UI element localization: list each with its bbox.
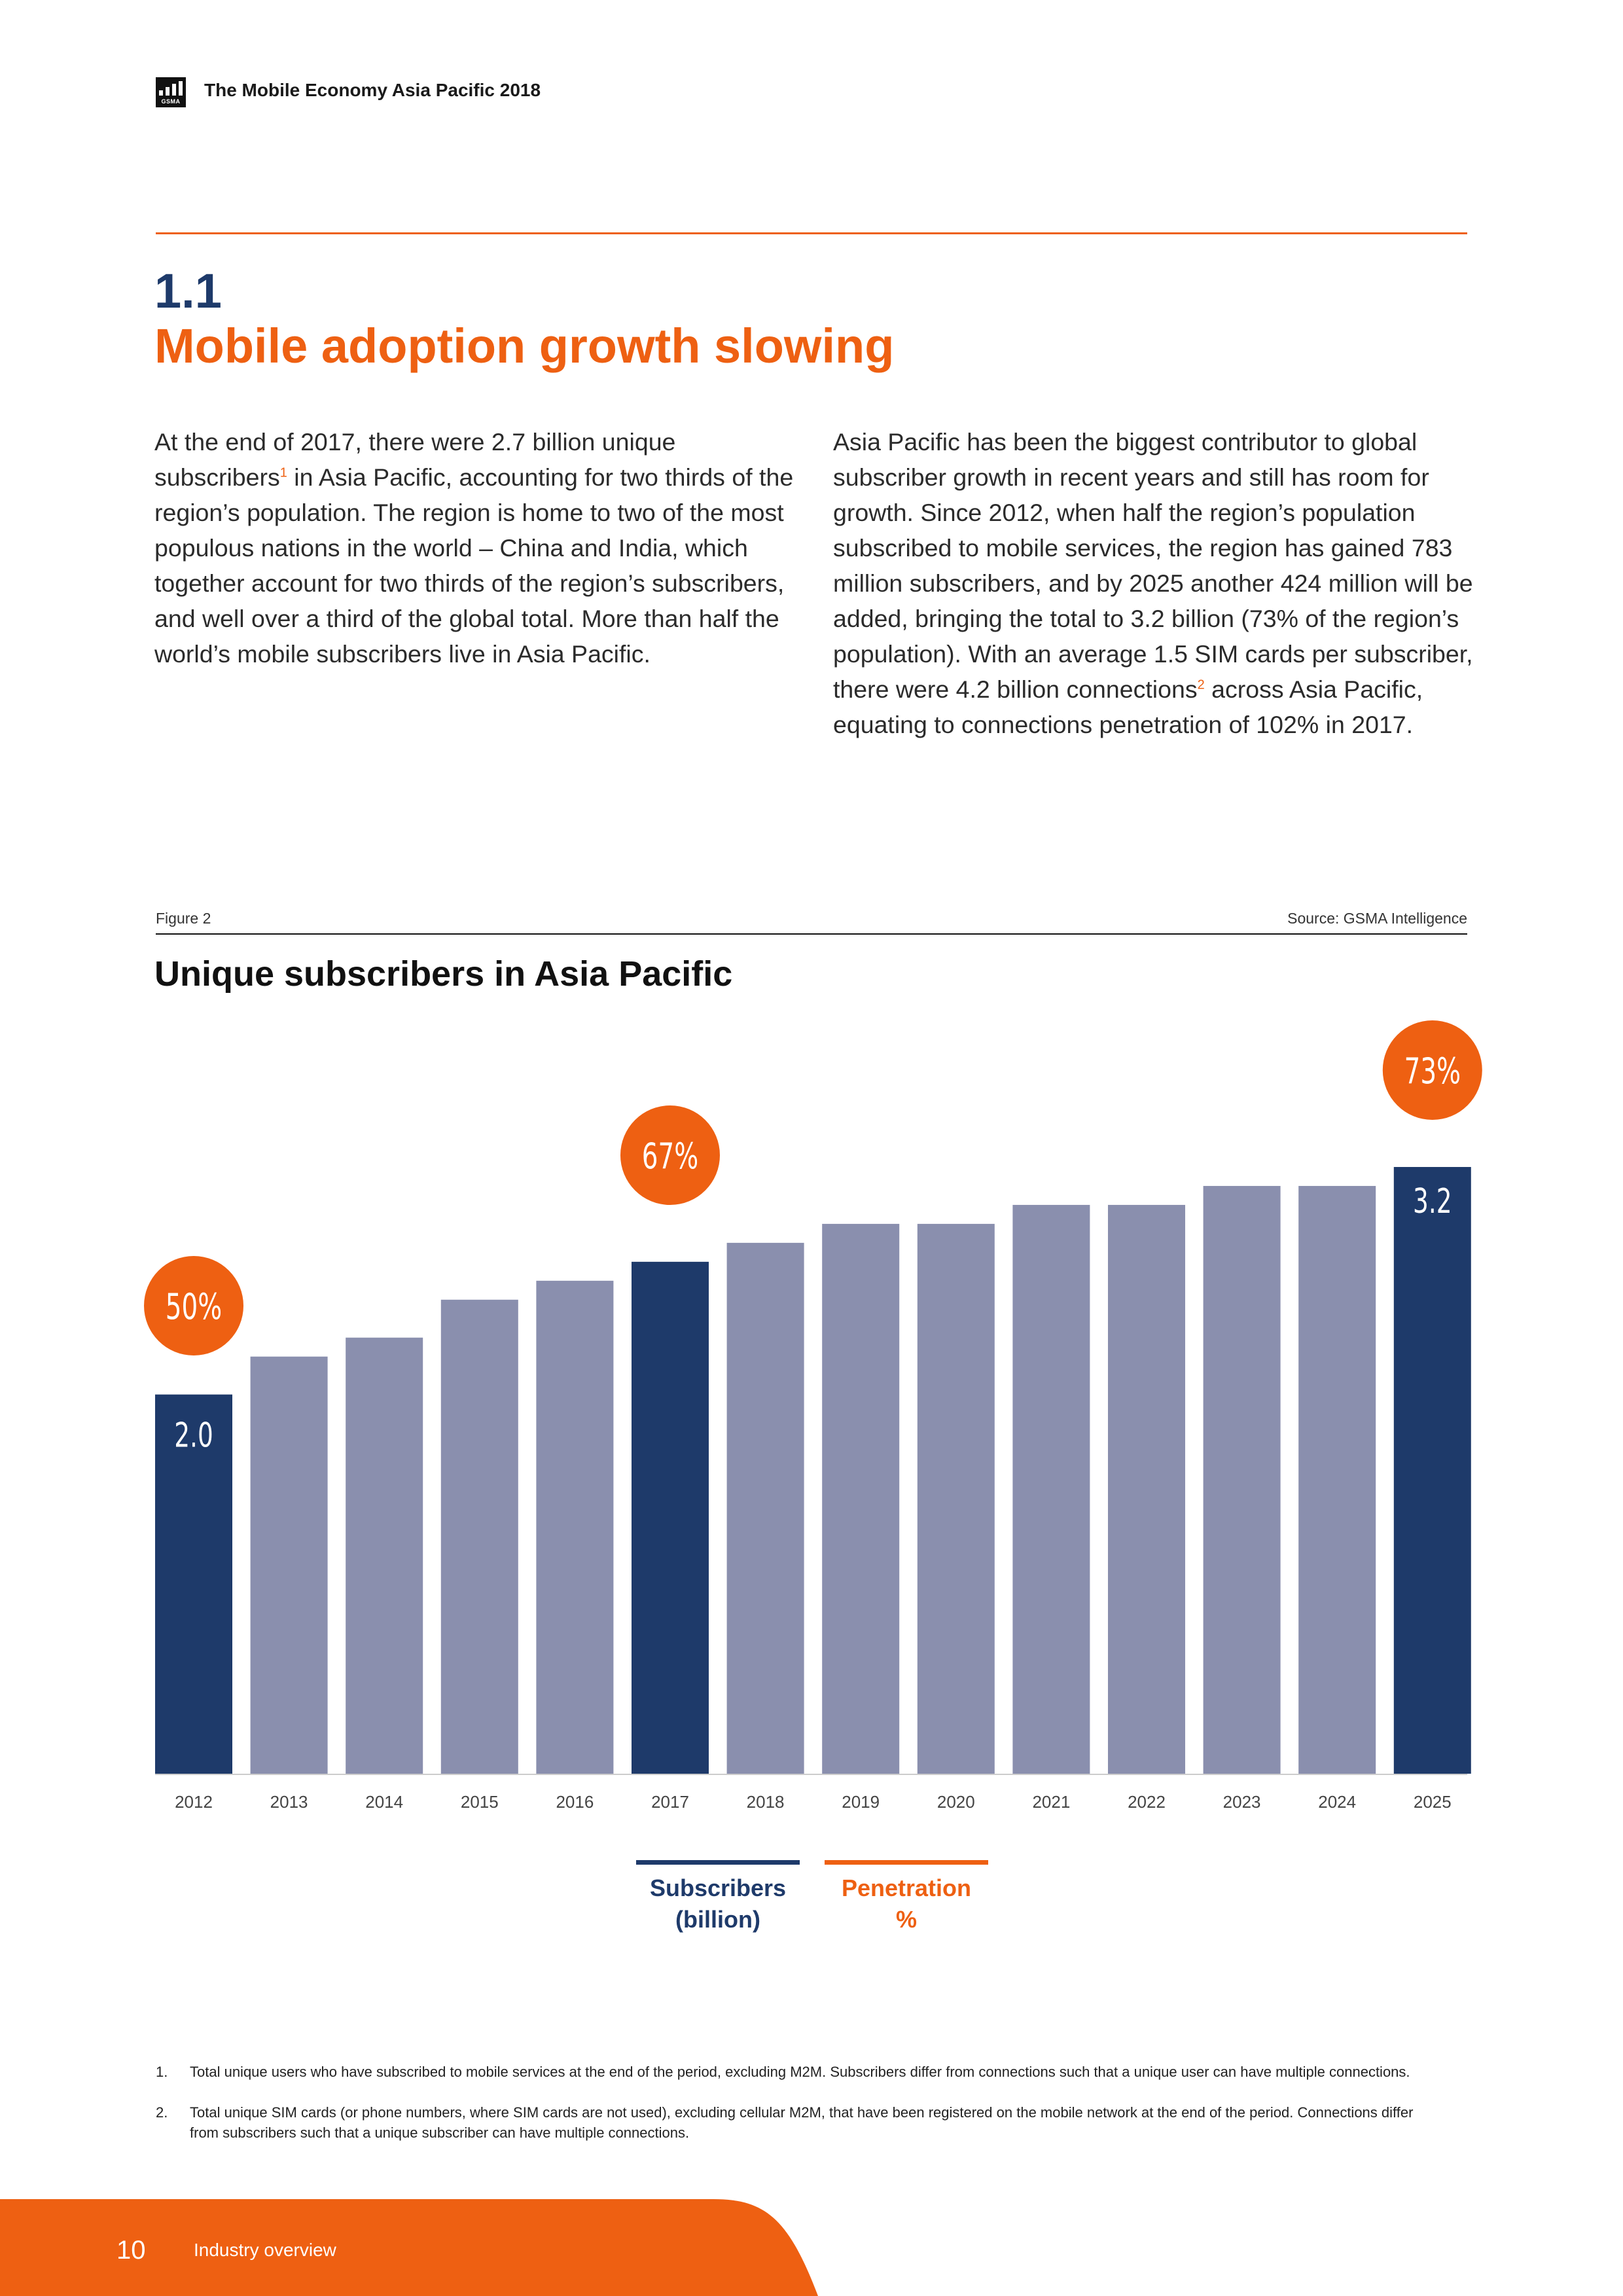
legend-penetration-line2: % xyxy=(895,1906,917,1933)
subscribers-bar-chart: 2.0 2012 2.2 2013 2.3 2014 2.5 2015 2.6 2016 2.7 20… xyxy=(144,1020,1482,1812)
value-label-2012: 2.0 xyxy=(174,1415,213,1455)
figure-label: Figure 2 xyxy=(156,910,211,927)
body-text-left: At the end of 2017, there were 2.7 billi… xyxy=(154,424,802,672)
bar-2022 xyxy=(1108,1204,1185,1774)
footnote-2-text: Total unique SIM cards (or phone numbers… xyxy=(190,2104,1414,2141)
tick-label-2012: 2012 xyxy=(175,1792,213,1812)
tick-label-2015: 2015 xyxy=(461,1792,499,1812)
section-number: 1.1 xyxy=(154,264,222,318)
value-label-2024: 3.1 xyxy=(1317,1140,1357,1180)
tick-label-2016: 2016 xyxy=(556,1792,594,1812)
legend-subscribers: Subscribers (billion) xyxy=(636,1860,800,1935)
tick-label-2020: 2020 xyxy=(937,1792,975,1812)
value-label-2016: 2.6 xyxy=(556,1235,595,1275)
value-label-2020: 2.9 xyxy=(936,1178,976,1218)
tick-label-2021: 2021 xyxy=(1032,1792,1070,1812)
legend-penetration-swatch xyxy=(825,1860,988,1865)
bar-2021 xyxy=(1012,1204,1090,1774)
bar-2018 xyxy=(726,1242,804,1774)
legend-subscribers-swatch xyxy=(636,1860,800,1865)
penetration-circle-2017 xyxy=(620,1105,720,1205)
penetration-label-2012: 50% xyxy=(166,1287,222,1328)
bar-2017 xyxy=(632,1261,709,1774)
value-label-2022: 3.0 xyxy=(1127,1159,1166,1199)
bar-2023 xyxy=(1203,1185,1281,1774)
footnote-ref-1[interactable]: 1 xyxy=(279,465,287,480)
tick-label-2014: 2014 xyxy=(365,1792,403,1812)
footnote-ref-2[interactable]: 2 xyxy=(1197,677,1205,692)
value-label-2023: 3.1 xyxy=(1222,1140,1262,1180)
body-left-part-1: At the end of 2017, there were 2.7 billi… xyxy=(154,428,676,491)
logo-bars-icon xyxy=(159,81,183,96)
body-right-part-2: across Asia Pacific, equating to connect… xyxy=(833,675,1423,738)
penetration-circle-2025 xyxy=(1382,1020,1482,1120)
gsma-logo: GSMA xyxy=(156,77,186,107)
bar-2019 xyxy=(822,1223,900,1774)
bar-2013 xyxy=(250,1356,328,1774)
penetration-label-2017: 67% xyxy=(642,1136,698,1177)
value-label-2025: 3.2 xyxy=(1413,1181,1452,1221)
footer-band xyxy=(0,2199,818,2296)
footer-section-name: Industry overview xyxy=(194,2240,336,2260)
figure-divider xyxy=(156,933,1467,935)
bar-2025 xyxy=(1393,1167,1471,1774)
bar-2016 xyxy=(536,1280,614,1774)
tick-label-2025: 2025 xyxy=(1414,1792,1452,1812)
tick-label-2023: 2023 xyxy=(1223,1792,1261,1812)
value-label-2017: 2.7 xyxy=(651,1216,690,1256)
value-label-2014: 2.3 xyxy=(365,1292,404,1332)
bar-2012 xyxy=(155,1394,232,1774)
footnote-2: 2. Total unique SIM cards (or phone numb… xyxy=(156,2102,1438,2143)
value-label-2018: 2.8 xyxy=(746,1197,785,1237)
legend-subscribers-line1: Subscribers xyxy=(649,1874,787,1901)
tick-label-2022: 2022 xyxy=(1128,1792,1166,1812)
header-divider xyxy=(156,232,1467,234)
body-text-right: Asia Pacific has been the biggest contri… xyxy=(833,424,1474,742)
bar-2015 xyxy=(440,1299,518,1774)
penetration-circle-2012 xyxy=(144,1256,243,1355)
footnote-1-text: Total unique users who have subscribed t… xyxy=(190,2064,1410,2080)
bar-2024 xyxy=(1298,1185,1376,1774)
footnote-2-number: 2. xyxy=(156,2104,168,2121)
logo-text: GSMA xyxy=(161,98,181,105)
body-left-part-2: in Asia Pacific, accounting for two thir… xyxy=(154,463,794,668)
figure-source: Source: GSMA Intelligence xyxy=(1287,910,1467,927)
value-label-2021: 3.0 xyxy=(1032,1159,1071,1199)
value-label-2015: 2.5 xyxy=(460,1254,499,1294)
section-title: Mobile adoption growth slowing xyxy=(154,319,895,373)
tick-label-2018: 2018 xyxy=(747,1792,785,1812)
footnote-1: 1. Total unique users who have subscribe… xyxy=(156,2062,1438,2082)
bar-2014 xyxy=(346,1337,423,1774)
tick-label-2024: 2024 xyxy=(1318,1792,1356,1812)
document-title: The Mobile Economy Asia Pacific 2018 xyxy=(204,80,541,100)
body-right-part-1: Asia Pacific has been the biggest contri… xyxy=(833,428,1473,703)
chart-title: Unique subscribers in Asia Pacific xyxy=(154,954,733,994)
tick-label-2017: 2017 xyxy=(651,1792,689,1812)
legend-penetration-line1: Penetration xyxy=(841,1874,972,1901)
page-number: 10 xyxy=(116,2236,146,2265)
footnote-1-number: 1. xyxy=(156,2064,168,2080)
legend-penetration: Penetration % xyxy=(825,1860,988,1935)
tick-label-2019: 2019 xyxy=(842,1792,880,1812)
legend-subscribers-line2: (billion) xyxy=(675,1906,760,1933)
value-label-2013: 2.2 xyxy=(270,1310,309,1350)
value-label-2019: 2.9 xyxy=(841,1178,880,1218)
tick-label-2013: 2013 xyxy=(270,1792,308,1812)
penetration-label-2025: 73% xyxy=(1404,1051,1461,1092)
bar-2020 xyxy=(917,1223,995,1774)
